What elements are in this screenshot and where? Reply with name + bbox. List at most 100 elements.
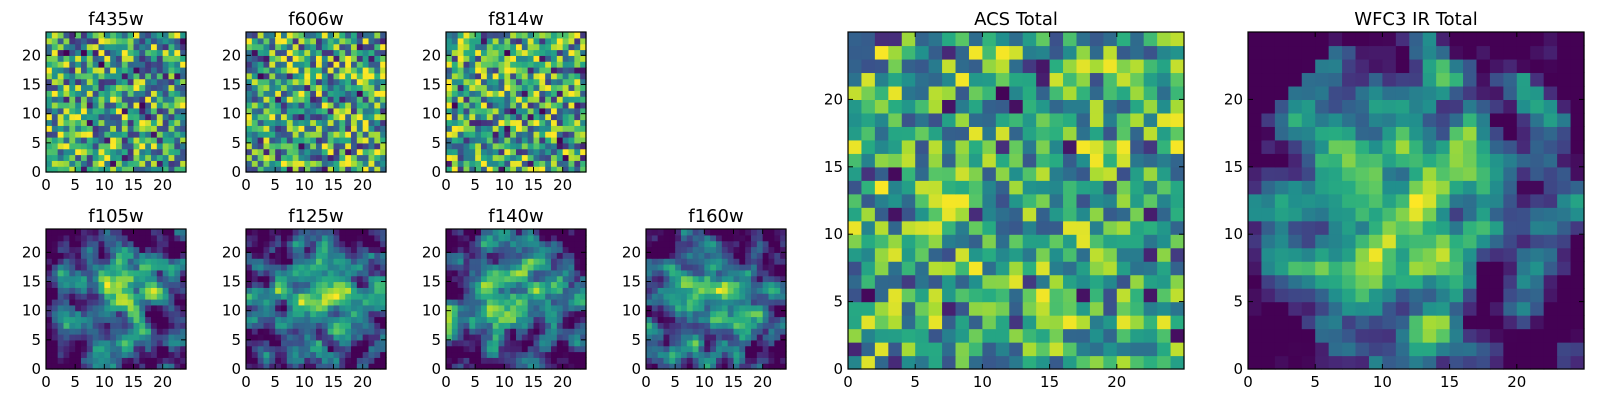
heatmap-cell (251, 131, 259, 138)
heatmap-cell (310, 137, 317, 144)
heatmap-cell (527, 363, 535, 370)
heatmap-cell (316, 293, 323, 300)
heatmap-cell (281, 264, 288, 271)
heatmap-cell (739, 304, 746, 312)
heatmap-cell (681, 322, 688, 329)
heatmap-cell (861, 99, 876, 114)
heatmap-cell (675, 328, 682, 335)
heatmap-cell (127, 113, 135, 121)
heatmap-cell (133, 160, 140, 167)
heatmap-cell (568, 37, 575, 45)
heatmap-cell (545, 357, 552, 364)
heatmap-cell (1103, 166, 1118, 181)
heatmap-cell (162, 102, 170, 109)
heatmap-cell (180, 229, 187, 236)
heatmap-cell (75, 148, 82, 156)
heatmap-cell (380, 258, 387, 265)
heatmap-cell (145, 293, 152, 300)
heatmap-cell (888, 315, 903, 330)
heatmap-cell (451, 102, 459, 109)
heatmap-cell (292, 78, 300, 86)
heatmap-cell (928, 72, 943, 87)
heatmap-cell (345, 357, 352, 364)
heatmap-cell (269, 107, 276, 115)
heatmap-cell (745, 293, 752, 300)
heatmap-cell (457, 293, 465, 300)
heatmap-cell (562, 102, 570, 109)
heatmap-cell (704, 351, 711, 358)
heatmap-cell (504, 43, 511, 51)
heatmap-cell (127, 328, 135, 335)
heatmap-cell (263, 281, 270, 288)
heatmap-cell (180, 304, 187, 312)
heatmap-cell (333, 96, 340, 103)
heatmap-cell (568, 113, 575, 121)
heatmap-cell (928, 247, 943, 262)
heatmap-cell (556, 357, 564, 364)
heatmap-cell (498, 363, 505, 370)
heatmap-cell (304, 148, 311, 156)
heatmap-cell (751, 351, 758, 358)
heatmap-cell (446, 154, 453, 161)
heatmap-cell (710, 293, 717, 300)
heatmap-cell (716, 316, 723, 323)
heatmap-cell (469, 55, 476, 62)
heatmap-cell (710, 281, 717, 288)
heatmap-cell (481, 67, 488, 74)
heatmap-cell (257, 234, 265, 242)
heatmap-cell (156, 119, 164, 126)
heatmap-cell (92, 78, 100, 86)
heatmap-cell (716, 310, 723, 318)
heatmap-cell (657, 229, 665, 236)
heatmap-cell (380, 32, 387, 39)
heatmap-cell (46, 229, 53, 236)
heatmap-cell (327, 166, 335, 173)
heatmap-cell (351, 37, 358, 45)
heatmap-cell (327, 310, 335, 318)
heatmap-cell (556, 119, 564, 126)
heatmap-cell (156, 125, 164, 132)
heatmap-cell (475, 264, 482, 271)
heatmap-cell (492, 287, 500, 294)
heatmap-cell (321, 281, 329, 288)
heatmap-cell (46, 264, 53, 271)
heatmap-cell (1449, 355, 1464, 370)
heatmap-cell (768, 328, 775, 335)
heatmap-cell (545, 275, 552, 283)
heatmap-cell (310, 287, 317, 294)
heatmap-cell (446, 125, 453, 132)
heatmap-cell (133, 240, 140, 248)
heatmap-cell (321, 84, 329, 91)
heatmap-cell (727, 234, 735, 242)
heatmap-cell (139, 148, 146, 156)
heatmap-cell (1063, 315, 1078, 330)
heatmap-cell (698, 304, 705, 312)
heatmap-cell (861, 355, 876, 370)
heatmap-cell (339, 363, 346, 370)
heatmap-cell (463, 310, 470, 318)
heatmap-cell (46, 275, 53, 283)
heatmap-cell (116, 264, 123, 271)
heatmap-cell (263, 113, 270, 121)
heatmap-cell (928, 153, 943, 168)
heatmap-cell (516, 119, 523, 126)
heatmap-cell (316, 351, 323, 358)
heatmap-cell (510, 287, 517, 294)
heatmap-cell (463, 357, 470, 364)
heatmap-cell (446, 229, 453, 236)
heatmap-cell (762, 252, 770, 259)
heatmap-cell (351, 269, 358, 277)
heatmap-cell (374, 166, 381, 173)
heatmap-cell (861, 126, 876, 141)
heatmap-cell (669, 293, 676, 300)
heatmap-cell (686, 351, 694, 358)
heatmap-cell (1274, 328, 1289, 343)
heatmap-cell (486, 154, 494, 161)
heatmap-cell (246, 166, 253, 173)
heatmap-cell (162, 84, 170, 91)
heatmap-cell (98, 258, 105, 265)
heatmap-cell (139, 113, 146, 121)
heatmap-cell (762, 240, 770, 248)
heatmap-cell (1170, 220, 1185, 235)
